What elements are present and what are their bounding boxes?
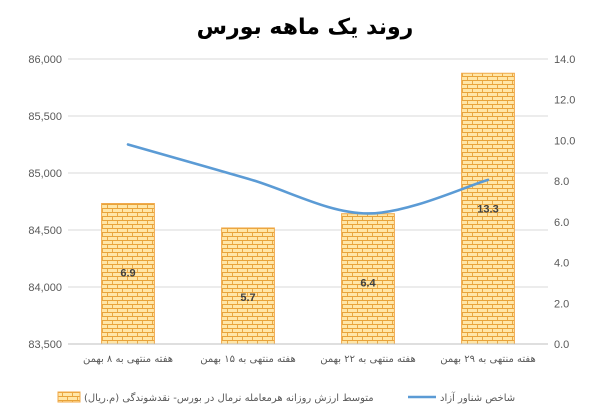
bar	[461, 72, 515, 345]
category-label: هفته منتهی به ۸ بهمن	[83, 354, 173, 365]
right-axis-tick-label: 14.0	[554, 54, 575, 66]
axes: 83,500 84,000 84,500 85,000 85,500 86,000 0.0 2…	[28, 54, 575, 365]
line-series	[126, 143, 490, 215]
bar	[221, 227, 275, 345]
left-axis-tick-label: 83,500	[28, 339, 62, 351]
index-line	[126, 143, 490, 215]
left-axis-tick-label: 85,500	[28, 111, 62, 123]
legend-swatch-bar	[57, 391, 81, 403]
bar-data-label: 6.9	[120, 268, 135, 280]
right-axis-tick-label: 0.0	[554, 339, 569, 351]
left-axis-tick-label: 84,500	[28, 225, 62, 237]
legend-label-bar: متوسط ارزش روزانه هرمعامله نرمال در بورس…	[84, 392, 374, 404]
right-axis-tick-label: 2.0	[554, 298, 569, 310]
right-axis-tick-label: 8.0	[554, 176, 569, 188]
right-axis-tick-label: 6.0	[554, 217, 569, 229]
left-axis-tick-label: 86,000	[28, 54, 62, 66]
right-axis-tick-label: 4.0	[554, 258, 569, 270]
data-labels: 6.9 5.7 6.4 13.3	[120, 203, 498, 304]
bar-data-label: 6.4	[360, 278, 376, 290]
category-label: هفته منتهی به ۲۲ بهمن	[320, 354, 415, 365]
category-label: هفته منتهی به ۱۵ بهمن	[200, 354, 295, 365]
category-label: هفته منتهی به ۲۹ بهمن	[440, 354, 535, 365]
legend-label-line: شاخص شناور آزاد	[440, 391, 515, 404]
bar	[341, 213, 395, 345]
bar-data-label: 5.7	[240, 292, 255, 304]
right-axis-tick-label: 12.0	[554, 95, 575, 107]
left-axis-tick-label: 85,000	[28, 168, 62, 180]
legend: متوسط ارزش روزانه هرمعامله نرمال در بورس…	[57, 391, 515, 404]
bar-data-label: 13.3	[477, 203, 498, 215]
right-axis-tick-label: 10.0	[554, 135, 575, 147]
left-axis-tick-label: 84,000	[28, 282, 62, 294]
chart-title: روند یک ماهه بورس	[197, 15, 414, 40]
bar-series	[101, 72, 515, 345]
